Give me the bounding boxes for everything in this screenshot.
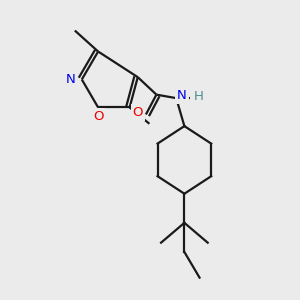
Text: N: N [177, 89, 187, 102]
Text: O: O [133, 106, 143, 118]
Text: H: H [194, 91, 203, 103]
Text: N: N [65, 73, 75, 86]
Text: O: O [93, 110, 104, 123]
